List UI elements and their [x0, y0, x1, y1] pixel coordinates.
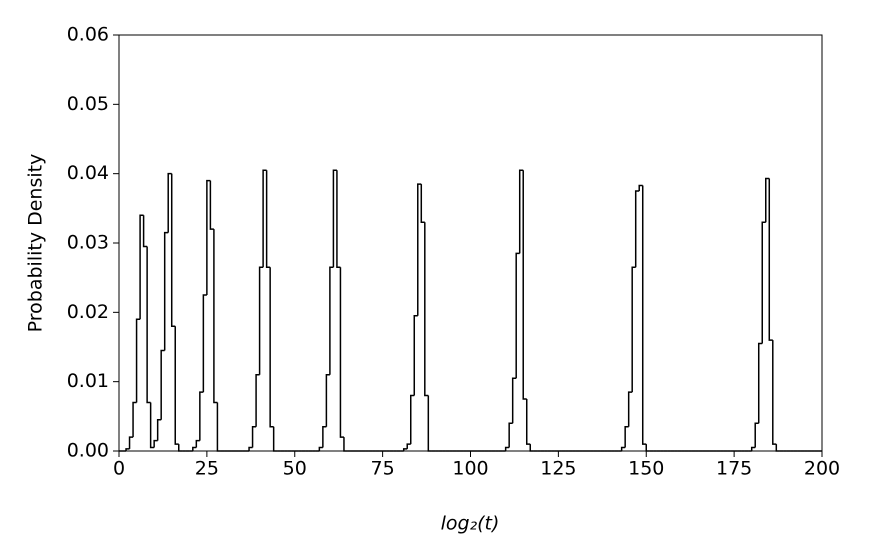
histogram-bin — [209, 180, 214, 230]
histogram-bin — [427, 395, 432, 452]
x-tick-label: 25 — [195, 458, 219, 480]
histogram-bin — [156, 419, 162, 441]
histogram-bin — [132, 401, 137, 438]
histogram-bin — [775, 444, 780, 452]
histogram-bin — [202, 294, 207, 393]
x-axis-label: log₂(t) — [441, 513, 500, 535]
y-tick-label: 0.02 — [67, 301, 109, 323]
x-tick-label: 200 — [804, 458, 840, 480]
histogram-bin — [522, 170, 527, 400]
histogram-bin — [424, 222, 429, 397]
histogram-bin — [160, 349, 165, 420]
y-tick-label: 0.06 — [67, 24, 109, 46]
histogram-bin — [645, 444, 650, 452]
y-tick-label: 0.05 — [67, 93, 109, 115]
x-tick-label: 175 — [716, 458, 752, 480]
y-tick-label: 0.04 — [67, 162, 109, 184]
histogram-bin — [265, 170, 271, 269]
plot-frame — [118, 34, 823, 452]
histogram-bin — [322, 425, 327, 448]
histogram-bin — [135, 318, 141, 403]
histogram-bin — [251, 425, 257, 448]
histogram-bin — [413, 315, 418, 396]
histogram-bin — [754, 422, 759, 448]
histogram-bin — [272, 426, 278, 452]
histogram-bin — [153, 439, 158, 448]
histogram-bin — [178, 444, 183, 452]
x-tick-label: 125 — [540, 458, 576, 480]
x-tick-label: 100 — [452, 458, 488, 480]
histogram-bin — [206, 179, 211, 295]
x-tick-label: 150 — [628, 458, 664, 480]
histogram-bin — [336, 170, 341, 269]
histogram-bin — [339, 267, 344, 438]
y-tick-label: 0.00 — [67, 440, 109, 462]
histogram-bin — [174, 326, 179, 445]
histogram-bin — [269, 267, 274, 428]
histogram-bin — [149, 402, 155, 449]
histogram-bin — [343, 437, 348, 452]
histogram-bin — [170, 173, 176, 327]
histogram-bin — [248, 446, 253, 451]
histogram-bin — [750, 446, 756, 451]
histogram-bin — [620, 446, 626, 451]
histogram-bin — [511, 377, 517, 424]
histogram-bin — [167, 172, 172, 233]
histogram-bin — [529, 444, 534, 452]
histogram-bin — [761, 221, 766, 344]
x-tick-label: 50 — [283, 458, 307, 480]
histogram-bin — [128, 436, 134, 449]
x-tick-label: 75 — [371, 458, 395, 480]
histogram-bin — [641, 185, 647, 445]
histogram-bin — [139, 214, 144, 320]
histogram-bin — [765, 177, 770, 223]
histogram-bin — [146, 246, 151, 404]
histogram-bin — [213, 229, 218, 404]
histogram-bin — [638, 184, 643, 191]
histogram-bin — [325, 373, 330, 427]
histogram-bin — [332, 169, 337, 268]
histogram-bin — [199, 391, 204, 441]
y-tick-label: 0.03 — [67, 232, 109, 254]
histogram-bin — [163, 231, 169, 351]
histogram-bin — [192, 446, 197, 451]
histogram-bin — [631, 266, 636, 393]
histogram-bin — [525, 399, 531, 445]
histogram-bin — [402, 448, 408, 451]
histogram-bin — [329, 266, 334, 375]
histogram-bin — [518, 169, 524, 254]
histogram-bin — [255, 373, 260, 427]
histogram-bin — [420, 184, 425, 223]
histogram-bin — [125, 448, 130, 451]
histogram-bin — [627, 391, 633, 427]
histogram-bin — [216, 402, 221, 452]
histogram-bin — [409, 394, 415, 445]
histogram-bin — [772, 340, 777, 445]
histogram-bin — [142, 215, 148, 248]
histogram-bin — [634, 190, 640, 268]
histogram-bin — [417, 183, 422, 316]
histogram-bin — [504, 446, 510, 451]
histogram-bin — [406, 443, 411, 449]
y-axis-label: Probability Density — [25, 154, 47, 333]
histogram-bin — [757, 342, 763, 424]
histogram-bin — [768, 178, 773, 341]
histogram-bin — [508, 422, 513, 448]
histogram-bin — [318, 446, 323, 451]
histogram-bin — [262, 169, 267, 268]
histogram-bin — [258, 266, 264, 375]
y-tick-label: 0.01 — [67, 370, 109, 392]
histogram-bin — [624, 425, 629, 448]
histogram-bin — [515, 252, 520, 379]
x-tick-label: 0 — [113, 458, 125, 480]
histogram-bin — [195, 439, 200, 448]
